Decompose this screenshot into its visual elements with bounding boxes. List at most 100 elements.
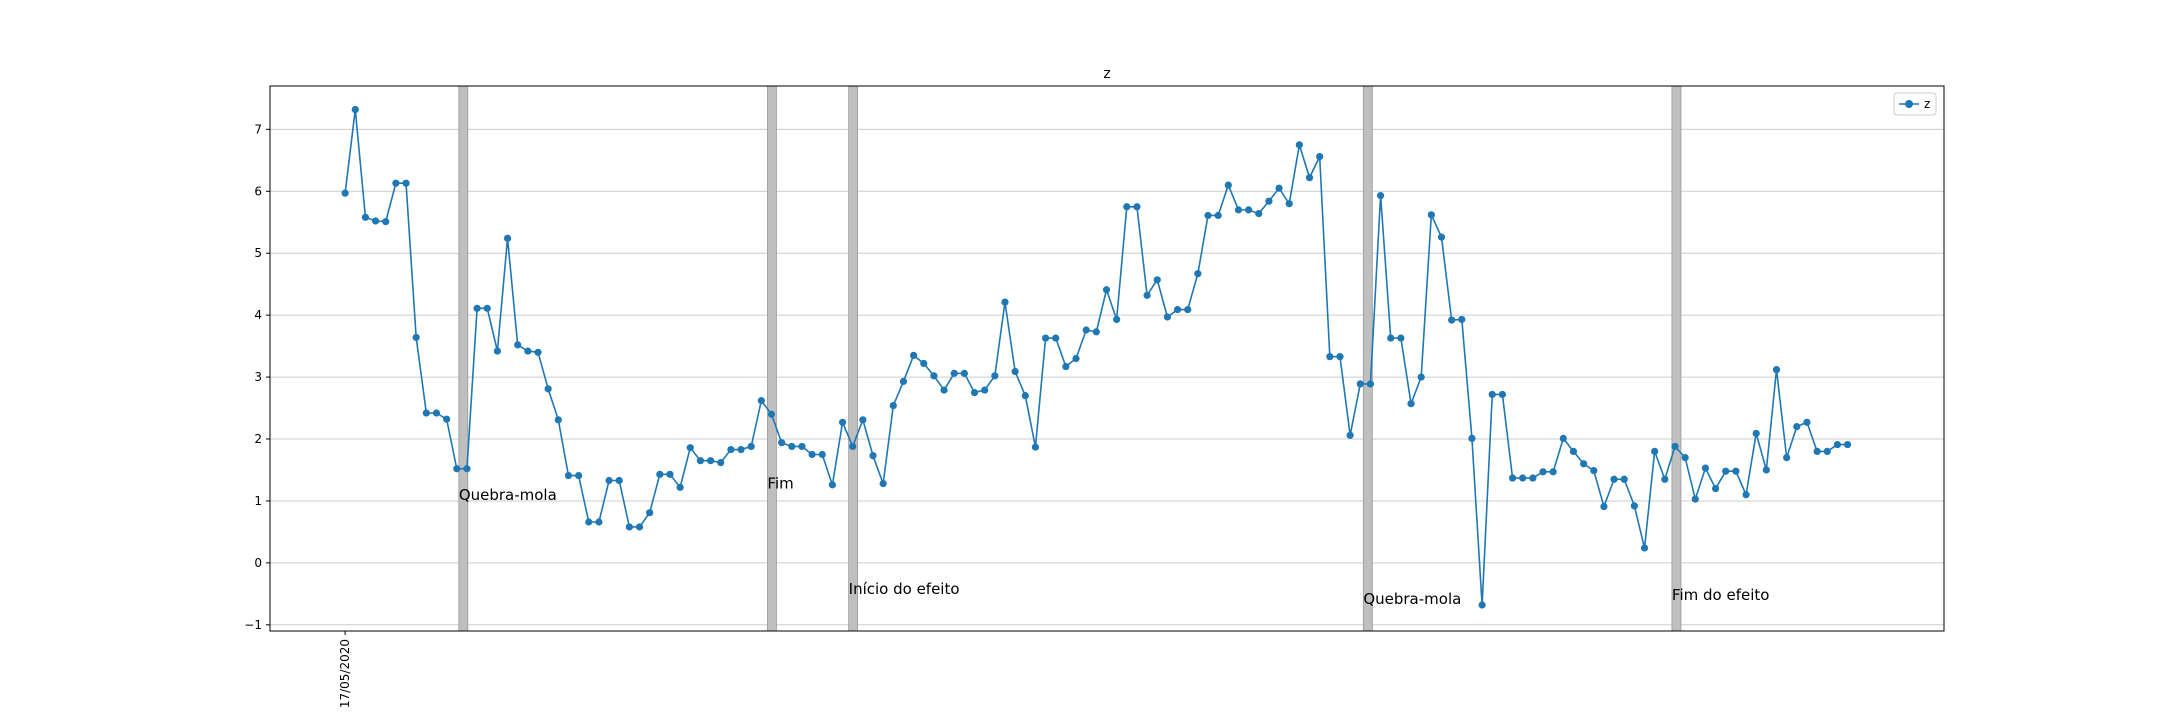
data-point: [1590, 466, 1598, 475]
data-point: [371, 217, 380, 225]
data-point: [828, 481, 836, 489]
data-point: [889, 401, 897, 410]
data-point: [757, 397, 765, 405]
y-tick-label-7: 7: [254, 122, 262, 136]
data-point: [1143, 291, 1151, 299]
data-point: [585, 518, 593, 526]
data-point: [1823, 447, 1831, 455]
data-point: [960, 369, 968, 377]
data-point: [1173, 305, 1182, 314]
data-point: [808, 450, 816, 459]
data-point: [1803, 418, 1811, 426]
data-point: [625, 523, 633, 531]
data-point: [1082, 326, 1090, 334]
y-tick-label-4: 4: [254, 308, 262, 322]
band-4: [1671, 85, 1682, 632]
data-point: [615, 476, 623, 485]
data-point: [737, 445, 745, 454]
data-point: [1519, 474, 1527, 482]
data-point: [483, 304, 491, 312]
data-point: [1031, 443, 1040, 451]
data-point: [463, 465, 471, 473]
data-point: [646, 509, 654, 517]
data-point: [1843, 440, 1852, 449]
data-point: [1691, 495, 1699, 503]
data-point: [1234, 206, 1243, 214]
legend-label-z: z: [1924, 97, 1930, 111]
annotation-bands: [458, 85, 1682, 632]
data-point: [595, 518, 603, 526]
data-point: [412, 333, 420, 342]
data-point: [1508, 474, 1517, 482]
data-point: [1407, 400, 1415, 408]
data-point: [1194, 270, 1202, 278]
data-point: [575, 471, 583, 480]
data-point: [1123, 203, 1131, 211]
data-point: [382, 218, 390, 226]
data-point: [422, 409, 430, 417]
data-point: [1265, 197, 1273, 205]
data-point: [1600, 502, 1608, 511]
series-z: [341, 105, 1852, 609]
data-point: [920, 359, 928, 368]
data-point: [1772, 366, 1781, 374]
data-point: [1732, 467, 1740, 475]
data-point: [788, 442, 796, 451]
data-point: [1224, 181, 1232, 189]
data-point: [991, 372, 999, 380]
band-1: [767, 85, 777, 632]
data-point: [1376, 192, 1385, 200]
annotation-3: Quebra-mola: [1363, 590, 1461, 608]
annotation-2: Início do efeito: [849, 580, 960, 598]
data-point: [1752, 429, 1760, 438]
data-point: [1742, 491, 1750, 499]
annotations: Quebra-mola Fim Início do efeito Quebra-mol…: [459, 475, 1770, 608]
data-point: [1153, 276, 1161, 284]
data-point: [1295, 141, 1303, 149]
y-tick-label-1: 1: [254, 494, 262, 508]
annotation-1: Fim: [767, 475, 793, 493]
data-point: [1336, 353, 1344, 361]
data-point: [1569, 447, 1578, 455]
data-point: [1468, 434, 1476, 442]
data-point: [838, 418, 847, 426]
data-point: [747, 442, 755, 451]
y-tick-label-2: 2: [254, 432, 262, 446]
data-point: [1498, 390, 1507, 399]
data-point: [1245, 206, 1253, 214]
y-tick-label--1: −1: [244, 618, 262, 632]
data-point: [970, 388, 979, 397]
data-point: [910, 351, 918, 360]
data-point: [1214, 211, 1222, 220]
data-point: [879, 480, 887, 488]
data-point: [1387, 334, 1395, 342]
data-point: [1661, 475, 1669, 483]
data-point: [1072, 354, 1080, 363]
data-point: [1001, 298, 1009, 306]
data-point: [1793, 423, 1801, 431]
data-point: [1275, 184, 1283, 192]
data-point: [453, 465, 461, 473]
data-point: [1092, 328, 1100, 336]
data-point: [1417, 373, 1425, 381]
data-point: [1651, 447, 1659, 455]
data-point: [534, 348, 542, 356]
data-point: [351, 105, 359, 114]
data-point: [1833, 440, 1842, 449]
data-point: [717, 458, 725, 467]
data-point: [1813, 447, 1821, 455]
x-tick-label-0: 17/05/2020: [338, 639, 352, 708]
data-point: [818, 450, 826, 459]
data-point: [798, 442, 806, 451]
data-point: [1326, 353, 1334, 361]
legend-marker: [1905, 100, 1913, 108]
y-tick-label-0: 0: [254, 556, 262, 570]
data-point: [1620, 475, 1628, 483]
data-point: [443, 415, 451, 423]
data-point: [1458, 315, 1466, 324]
data-point: [1052, 334, 1060, 342]
data-point: [981, 386, 989, 394]
data-point: [1488, 390, 1496, 399]
data-point: [1701, 464, 1710, 472]
